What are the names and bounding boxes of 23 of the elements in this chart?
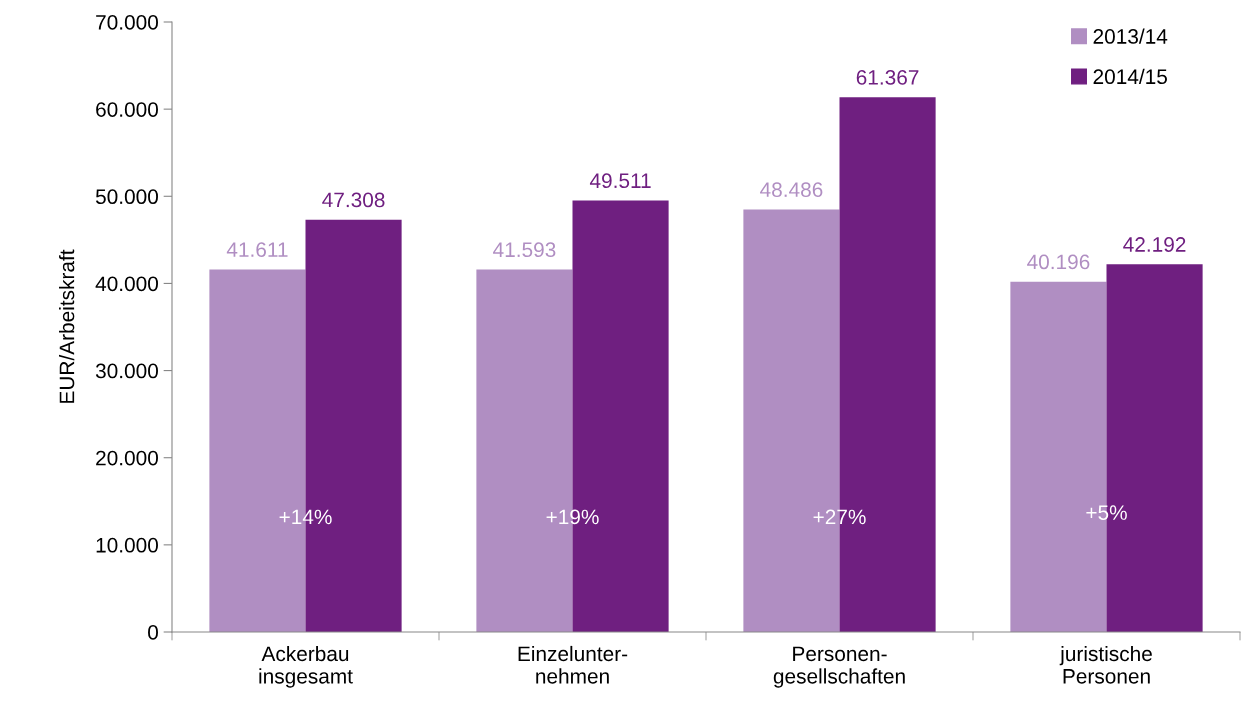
x-tick-label: Personen- gesellschaften — [773, 646, 905, 688]
y-axis-title: EUR/Arbeitskraft — [59, 249, 75, 403]
data-label: 61.367 — [856, 70, 919, 85]
y-tick-label: 30.000 — [95, 363, 158, 379]
legend-label: 2013/14 — [1093, 28, 1168, 44]
data-label: 42.192 — [1123, 237, 1186, 252]
x-tick-label: juristische Personen — [1059, 645, 1152, 684]
data-label: 40.196 — [1027, 254, 1090, 270]
y-tick-label: 0 — [148, 625, 158, 640]
x-tick-label: Ackerbau insgesamt — [259, 645, 353, 688]
data-label: 41.593 — [493, 242, 556, 258]
y-tick-label: 40.000 — [95, 276, 158, 292]
legend-label: 2014/15 — [1093, 68, 1167, 85]
y-tick-label: 60.000 — [96, 102, 158, 117]
x-tick-label: Einzelunter- nehmen — [518, 645, 628, 684]
data-label: 41.611 — [226, 242, 288, 257]
y-tick-label: 50.000 — [95, 189, 158, 205]
y-tick-label: 10.000 — [96, 537, 158, 553]
y-tick-label: 70.000 — [96, 15, 158, 30]
data-label: 48.486 — [760, 182, 823, 198]
y-tick-label: 20.000 — [96, 450, 158, 466]
data-label: 47.308 — [322, 192, 385, 208]
data-label: 49.511 — [589, 173, 651, 189]
